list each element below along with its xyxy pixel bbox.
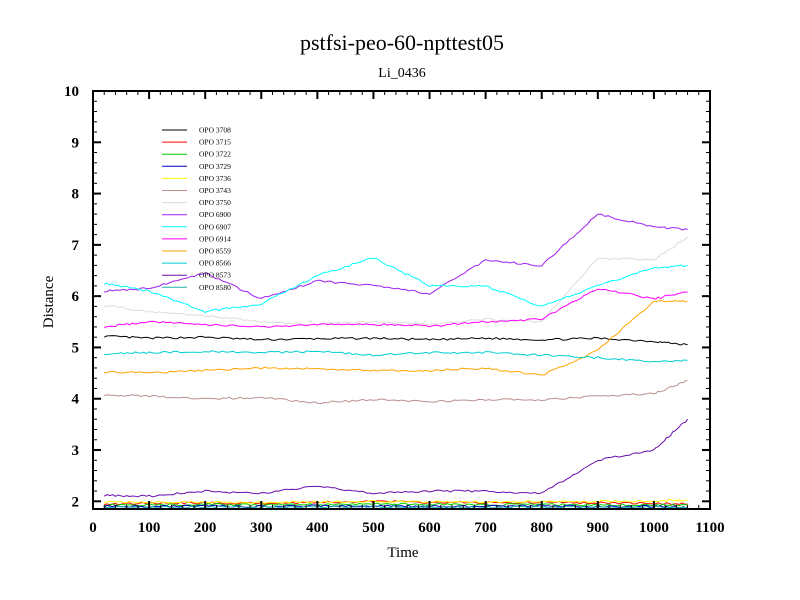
legend-label: OPO 3736 [199,174,231,183]
series-line-9 [103,288,688,329]
legend-label: OPO 3743 [199,186,231,195]
y-tick-label: 4 [72,392,80,408]
x-tick-label: 500 [362,520,385,536]
legend-label: OPO 6914 [199,234,231,243]
legend-label: OPO 6907 [199,222,231,231]
x-tick-label: 400 [306,520,329,536]
series-line-13 [104,505,688,509]
series-line-3 [103,504,688,509]
y-tick-label: 6 [72,289,80,305]
series-line-6 [104,236,688,326]
series-line-10 [104,299,688,376]
legend-label: OPO 8580 [199,283,231,292]
series-line-4 [103,498,688,504]
legend: OPO 3708 OPO 3715 OPO 3722 OPO 3729 OPO 3736… [162,126,231,292]
x-tick-label: 700 [474,520,497,536]
legend-label: OPO 3729 [199,162,231,171]
y-tick-label: 2 [72,494,80,510]
x-tick-label: 200 [194,520,217,536]
series-line-7 [104,213,688,299]
x-tick-label: 900 [587,520,610,536]
x-tick-label: 0 [89,520,97,536]
legend-label: OPO 3708 [199,126,231,135]
y-tick-label: 5 [72,340,80,356]
legend-label: OPO 8573 [199,271,231,280]
x-tick-label: 600 [418,520,441,536]
series-line-5 [104,380,688,405]
ticks-layer: 0 100 200 300 400 500 600 700 800 900 1000 1100 2 3 4 5… [64,84,725,536]
legend-label: OPO 3715 [199,138,231,147]
x-axis-label: Time [387,545,418,561]
x-tick-label: 100 [138,520,161,536]
legend-label: OPO 3722 [199,150,231,159]
series-line-12 [103,418,689,498]
chart-subtitle: Li_0436 [378,66,425,81]
y-tick-label: 8 [72,187,80,203]
series-layer [103,213,689,509]
legend-label: OPO 8566 [199,259,231,268]
plot-frame [92,90,711,510]
series-line-2 [104,502,688,507]
y-tick-label: 3 [72,443,80,459]
x-tick-label: 800 [530,520,553,536]
y-tick-label: 10 [64,84,79,100]
legend-label: OPO 6900 [199,210,231,219]
x-tick-label: 1000 [639,520,669,536]
chart-title: pstfsi-peo-60-npttest05 [300,30,504,55]
series-line-0 [103,335,688,346]
y-tick-label: 9 [72,135,80,151]
legend-label: OPO 8559 [199,247,231,256]
legend-label: OPO 3750 [199,198,231,207]
y-axis-label: Distance [41,275,57,328]
x-tick-label: 1100 [695,520,724,536]
y-tick-label: 7 [72,238,80,254]
series-line-8 [104,257,688,313]
series-line-11 [104,350,688,363]
x-tick-label: 300 [250,520,273,536]
